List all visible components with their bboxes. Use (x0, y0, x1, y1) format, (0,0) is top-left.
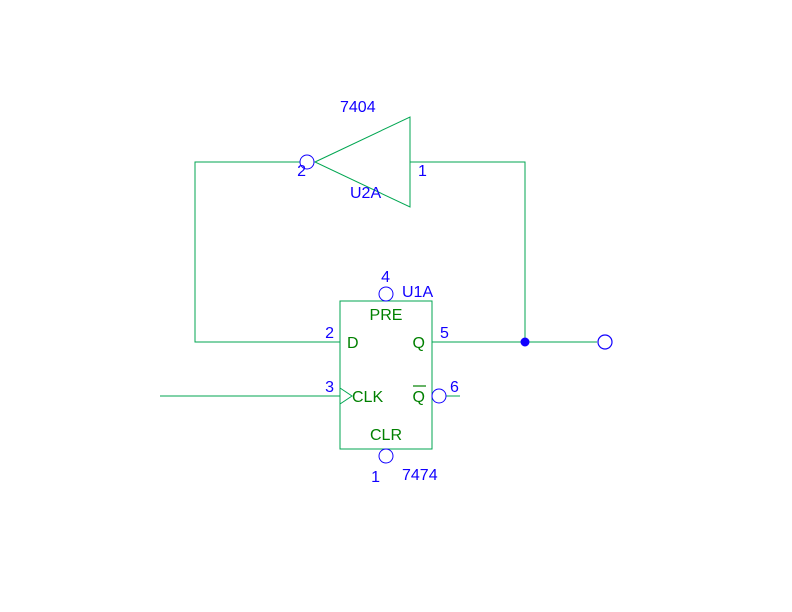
inverter-pin-in: 1 (418, 163, 427, 180)
schematic-canvas: 7404 U2A 2 1 U1A 7474 4 2 3 1 5 6 PRE D … (0, 0, 792, 612)
pre-bubble (379, 287, 393, 301)
ff-refdes: U1A (402, 284, 433, 301)
pin-label-q: Q (413, 335, 425, 352)
pin-num-clr: 1 (371, 469, 380, 486)
pin-num-qn: 6 (450, 379, 459, 396)
ff-partnum: 7474 (402, 467, 438, 484)
pin-label-pre: PRE (370, 307, 403, 324)
pin-label-clr: CLR (370, 427, 402, 444)
inverter-partnum: 7404 (340, 99, 376, 116)
pin-num-clk: 3 (325, 379, 334, 396)
clr-bubble (379, 449, 393, 463)
pin-label-qn: Q (413, 389, 425, 406)
junction-q-feedback (521, 338, 529, 346)
qn-bubble (432, 389, 446, 403)
inverter-pin-out: 2 (297, 163, 306, 180)
pin-num-q: 5 (440, 325, 449, 342)
wire-inverter-to-d (195, 162, 340, 342)
pin-label-clk: CLK (352, 389, 383, 406)
pin-num-d: 2 (325, 325, 334, 342)
clk-edge-indicator (340, 388, 352, 404)
output-terminal (598, 335, 612, 349)
inverter-refdes: U2A (350, 185, 381, 202)
pin-label-d: D (347, 335, 359, 352)
pin-num-pre: 4 (381, 269, 390, 286)
wire-feedback-up (410, 162, 525, 342)
